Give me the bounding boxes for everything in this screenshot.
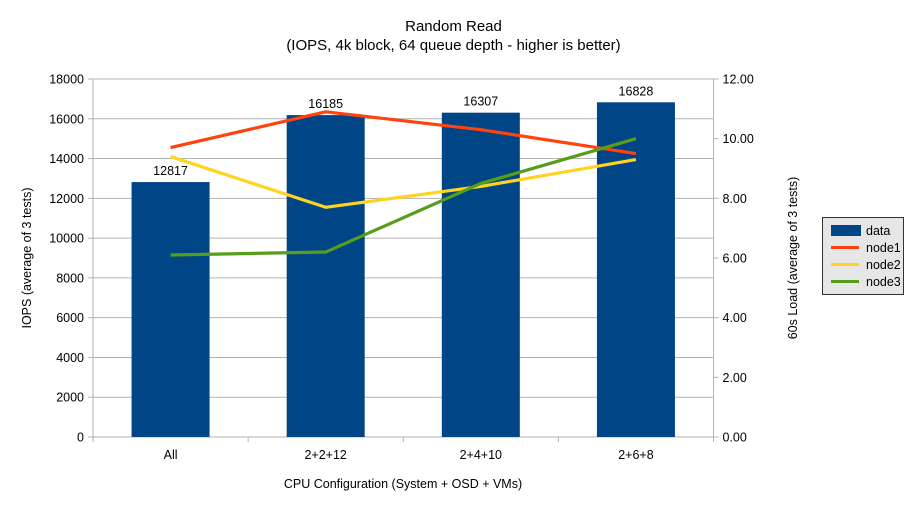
legend-label-node1: node1 bbox=[866, 240, 901, 255]
right-axis-tick-label: 2.00 bbox=[723, 371, 747, 385]
bar-value-label: 16307 bbox=[463, 95, 498, 109]
legend-swatch-box bbox=[831, 279, 863, 284]
left-axis-tick-label: 18000 bbox=[49, 73, 84, 87]
legend-swatch-box bbox=[831, 262, 863, 267]
series-line-node1 bbox=[170, 110, 637, 156]
right-axis-title: 60s Load (average of 3 tests) bbox=[786, 176, 800, 340]
bar-value-label: 16185 bbox=[308, 97, 343, 111]
right-axis-tick-label: 6.00 bbox=[723, 252, 747, 266]
line-series-swatch bbox=[831, 245, 859, 250]
bar-value-label: 16828 bbox=[619, 84, 654, 98]
legend-swatch-box bbox=[831, 245, 863, 250]
legend-item-node2: node2 bbox=[831, 257, 901, 272]
left-axis-tick-label: 2000 bbox=[56, 391, 84, 405]
left-axis-tick-label: 12000 bbox=[49, 192, 84, 206]
right-axis-tick-label: 10.00 bbox=[723, 132, 754, 146]
legend-label-node2: node2 bbox=[866, 257, 901, 272]
chart-title-block: Random Read (IOPS, 4k block, 64 queue de… bbox=[0, 17, 907, 55]
left-axis-tick-label: 16000 bbox=[49, 112, 84, 126]
left-axis-tick-label: 14000 bbox=[49, 152, 84, 166]
x-axis-title: CPU Configuration (System + OSD + VMs) bbox=[283, 477, 523, 491]
bar-value-label: 12817 bbox=[153, 164, 188, 178]
x-axis-category-label: 2+6+8 bbox=[618, 448, 654, 462]
right-axis-tick-label: 4.00 bbox=[723, 311, 747, 325]
legend-swatch-box bbox=[831, 225, 863, 236]
left-axis-tick-label: 0 bbox=[77, 431, 84, 445]
x-axis-category-label: 2+4+10 bbox=[460, 448, 502, 462]
series-line-node3 bbox=[170, 137, 637, 257]
x-axis-category-label: 2+2+12 bbox=[304, 448, 346, 462]
line-series-swatch bbox=[831, 262, 859, 267]
left-axis-tick-label: 4000 bbox=[56, 351, 84, 365]
bar bbox=[596, 102, 675, 437]
legend-label-node3: node3 bbox=[866, 274, 901, 289]
legend-item-node3: node3 bbox=[831, 274, 901, 289]
left-axis-tick-label: 8000 bbox=[56, 271, 84, 285]
right-axis-tick-label: 8.00 bbox=[723, 192, 747, 206]
left-axis-tick-label: 6000 bbox=[56, 311, 84, 325]
bar bbox=[441, 112, 520, 438]
bar bbox=[286, 115, 365, 438]
right-axis-tick-label: 12.00 bbox=[723, 73, 754, 87]
line-series-swatch bbox=[831, 279, 859, 284]
legend-item-node1: node1 bbox=[831, 240, 901, 255]
right-axis-tick-label: 0.00 bbox=[723, 431, 747, 445]
x-axis-category-label: All bbox=[164, 448, 178, 462]
legend-label-data: data bbox=[866, 223, 891, 238]
legend-item-data: data bbox=[831, 223, 899, 238]
left-axis-tick-label: 10000 bbox=[49, 232, 84, 246]
series-line-node2 bbox=[170, 155, 637, 209]
bar bbox=[131, 182, 210, 437]
chart-subtitle: (IOPS, 4k block, 64 queue depth - higher… bbox=[286, 37, 621, 54]
legend: data node1 node2 node3 bbox=[822, 217, 904, 295]
left-axis-title: IOPS (average of 3 tests) bbox=[20, 187, 34, 329]
bar-series-swatch bbox=[831, 225, 861, 236]
chart-title: Random Read bbox=[405, 18, 502, 35]
